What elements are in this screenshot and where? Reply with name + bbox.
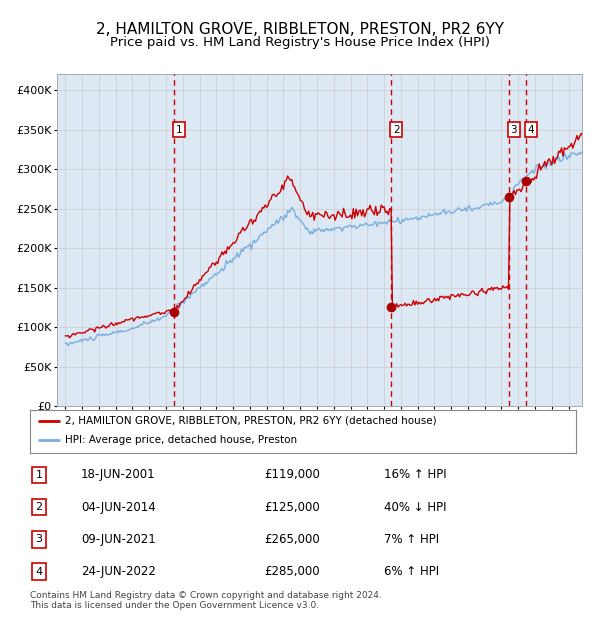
Text: 2: 2 — [35, 502, 43, 512]
Text: 2: 2 — [393, 125, 400, 135]
Text: 09-JUN-2021: 09-JUN-2021 — [81, 533, 156, 546]
Text: £265,000: £265,000 — [264, 533, 320, 546]
Text: 18-JUN-2001: 18-JUN-2001 — [81, 469, 155, 481]
Text: 16% ↑ HPI: 16% ↑ HPI — [384, 469, 446, 481]
Text: Price paid vs. HM Land Registry's House Price Index (HPI): Price paid vs. HM Land Registry's House … — [110, 36, 490, 49]
Text: 3: 3 — [35, 534, 43, 544]
Text: 4: 4 — [527, 125, 534, 135]
Text: 4: 4 — [35, 567, 43, 577]
Text: 24-JUN-2022: 24-JUN-2022 — [81, 565, 156, 578]
Text: HPI: Average price, detached house, Preston: HPI: Average price, detached house, Pres… — [65, 435, 298, 445]
Text: £125,000: £125,000 — [264, 501, 320, 513]
Text: 2, HAMILTON GROVE, RIBBLETON, PRESTON, PR2 6YY (detached house): 2, HAMILTON GROVE, RIBBLETON, PRESTON, P… — [65, 415, 437, 425]
Text: 04-JUN-2014: 04-JUN-2014 — [81, 501, 156, 513]
Text: 3: 3 — [511, 125, 517, 135]
Text: 6% ↑ HPI: 6% ↑ HPI — [384, 565, 439, 578]
Text: 7% ↑ HPI: 7% ↑ HPI — [384, 533, 439, 546]
Text: 1: 1 — [35, 470, 43, 480]
Text: £285,000: £285,000 — [264, 565, 320, 578]
Text: 40% ↓ HPI: 40% ↓ HPI — [384, 501, 446, 513]
Text: 1: 1 — [175, 125, 182, 135]
Text: £119,000: £119,000 — [264, 469, 320, 481]
Text: Contains HM Land Registry data © Crown copyright and database right 2024.
This d: Contains HM Land Registry data © Crown c… — [30, 591, 382, 610]
Text: 2, HAMILTON GROVE, RIBBLETON, PRESTON, PR2 6YY: 2, HAMILTON GROVE, RIBBLETON, PRESTON, P… — [96, 22, 504, 37]
